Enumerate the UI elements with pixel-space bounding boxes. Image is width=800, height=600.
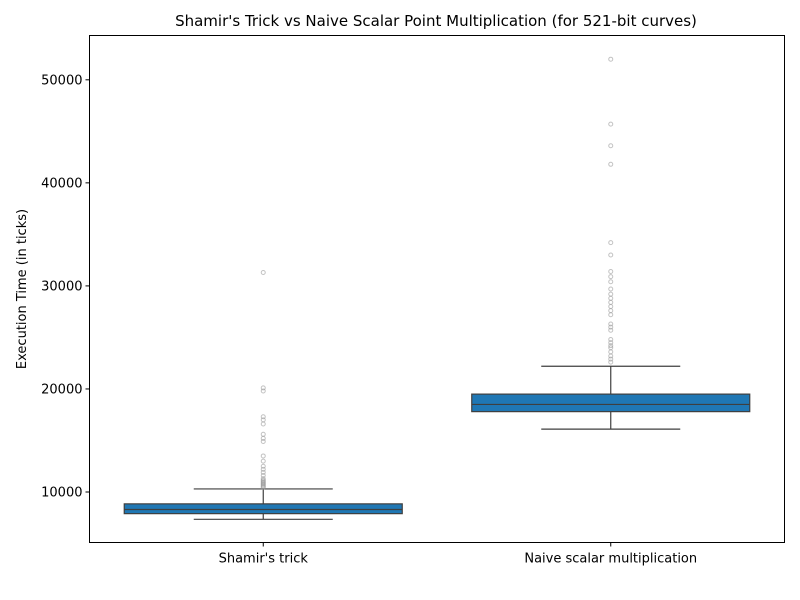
- outlier-point: [608, 336, 614, 342]
- outlier-point: [608, 308, 614, 314]
- y-tick-label: 20000: [41, 382, 82, 397]
- outlier-point: [608, 279, 614, 285]
- y-tick-label: 10000: [41, 486, 82, 501]
- outlier-point: [608, 359, 614, 365]
- box-group: [471, 56, 751, 430]
- outlier-point: [260, 414, 266, 420]
- box-iqr: [471, 393, 751, 413]
- outlier-point: [608, 286, 614, 292]
- outlier-point: [608, 274, 614, 280]
- outlier-point: [608, 324, 614, 330]
- outlier-point: [260, 388, 266, 394]
- outlier-point: [608, 312, 614, 318]
- outlier-point: [260, 458, 266, 464]
- outlier-point: [608, 240, 614, 246]
- x-tick-label: Shamir's trick: [219, 552, 309, 567]
- y-axis-label: Execution Time (in ticks): [15, 209, 30, 369]
- outlier-point: [260, 421, 266, 427]
- outlier-point: [260, 385, 266, 391]
- outlier-point: [260, 417, 266, 423]
- box-iqr: [123, 503, 403, 515]
- outlier-point: [608, 304, 614, 310]
- outlier-point: [608, 349, 614, 355]
- outlier-point: [260, 473, 266, 479]
- outlier-point: [260, 463, 266, 469]
- outlier-point: [260, 453, 266, 459]
- outlier-point: [608, 345, 614, 351]
- outlier-point: [608, 340, 614, 346]
- outlier-point: [608, 356, 614, 362]
- plot-frame: [89, 35, 785, 543]
- outlier-point: [608, 291, 614, 297]
- outlier-point: [608, 299, 614, 305]
- outlier-point: [608, 161, 614, 167]
- outlier-point: [608, 121, 614, 127]
- outlier-point: [260, 469, 266, 475]
- outlier-point: [260, 431, 266, 437]
- box-group: [123, 270, 403, 520]
- outlier-point: [260, 477, 266, 483]
- y-tick-label: 40000: [41, 176, 82, 191]
- y-tick-label: 30000: [41, 279, 82, 294]
- x-tick-label: Naive scalar multiplication: [524, 552, 697, 567]
- outlier-point: [608, 295, 614, 301]
- chart-title: Shamir's Trick vs Naive Scalar Point Mul…: [175, 12, 697, 30]
- outlier-point: [608, 56, 614, 62]
- outlier-point: [260, 439, 266, 445]
- outlier-point: [608, 321, 614, 327]
- outlier-point: [608, 143, 614, 149]
- y-tick-label: 50000: [41, 73, 82, 88]
- x-axis: Shamir's trick Naive scalar multiplicatio…: [219, 542, 697, 567]
- outlier-point: [260, 270, 266, 276]
- outlier-point: [260, 466, 266, 472]
- y-axis: 10000 20000 30000 40000 50000: [41, 73, 90, 501]
- outlier-point: [608, 268, 614, 274]
- outlier-point: [608, 252, 614, 258]
- outlier-point: [608, 327, 614, 333]
- outlier-point: [608, 343, 614, 349]
- outlier-point: [260, 476, 266, 482]
- box-series: [123, 56, 751, 520]
